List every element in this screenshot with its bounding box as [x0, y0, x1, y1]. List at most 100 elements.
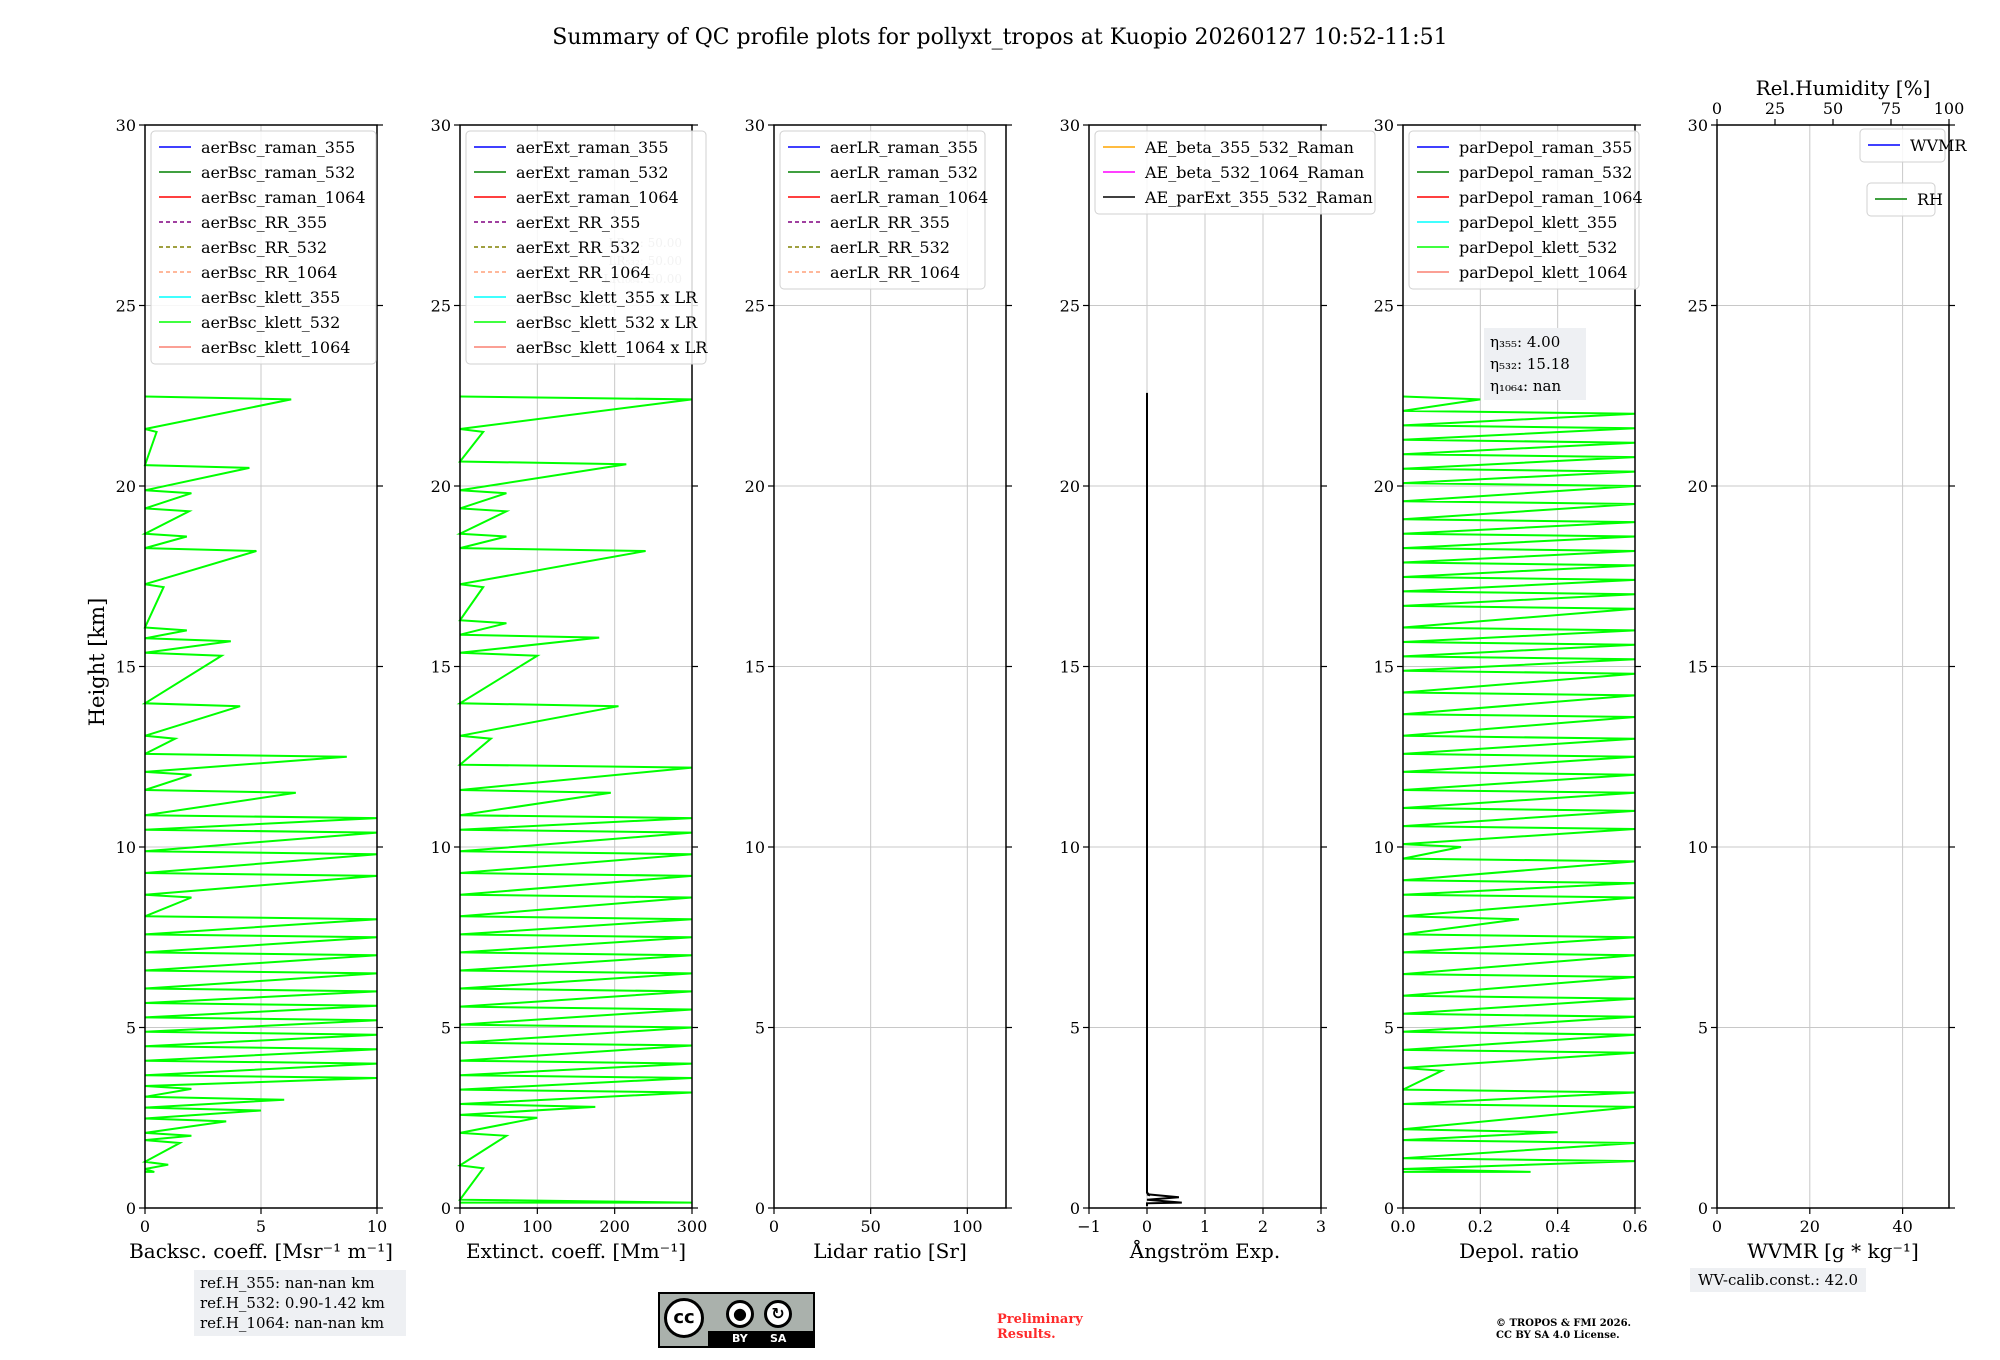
panel-lidar-ratio: 0 50 100 0 5 10 15 20 25 30 Lidar ratio [Sr] aerLR_…: [745, 116, 1012, 1263]
panel-backscatter: 0 5 10 0 5 10 15 20 25 30 Backsc. coeff. [Msr⁻¹ m⁻…: [116, 116, 393, 1263]
x-axis-label: Depol. ratio: [1459, 1239, 1579, 1263]
top-x-tick-label: 0: [1712, 99, 1722, 118]
legend-label: aerExt_RR_1064: [516, 263, 651, 282]
legend: AE_beta_355_532_Raman AE_beta_532_1064_Ra…: [1094, 130, 1376, 215]
x-tick-label: 3: [1316, 1217, 1326, 1236]
legend-label: aerLR_raman_532: [830, 163, 978, 182]
x-tick-label: 100: [952, 1217, 983, 1236]
x-tick-label: 100: [522, 1217, 553, 1236]
y-tick-label: 15: [1060, 658, 1080, 677]
legend-label: aerLR_RR_1064: [830, 263, 960, 282]
legend-box: [1094, 130, 1376, 215]
y-tick-label: 0: [1070, 1199, 1080, 1218]
cc-sa-label: SA: [770, 1332, 787, 1345]
x-axis-label: WVMR [g * kg⁻¹]: [1747, 1239, 1919, 1263]
series-line: [456, 395, 693, 1204]
cc-icon: cc: [664, 1298, 704, 1338]
legend-label: aerExt_raman_1064: [516, 188, 679, 207]
cc-license-badge: cc ● ↻ BY SA: [658, 1292, 815, 1348]
legend-label: aerBsc_klett_532 x LR: [516, 313, 698, 332]
legend-label: parDepol_raman_532: [1459, 163, 1632, 182]
y-tick-label: 15: [431, 658, 451, 677]
copyright-line-1: © TROPOS & FMI 2026.: [1496, 1318, 1632, 1329]
y-tick-label: 0: [755, 1199, 765, 1218]
panel-extinction: 0 100 200 300 0 5 10 15 20 25 30 Extinct. coeff. [M…: [431, 116, 709, 1263]
legend-label: aerBsc_raman_1064: [201, 188, 366, 207]
x-axis-label: Extinct. coeff. [Mm⁻¹]: [466, 1239, 686, 1263]
y-tick-label: 10: [1688, 838, 1708, 857]
copyright-notice: © TROPOS & FMI 2026. CC BY SA 4.0 Licens…: [1496, 1318, 1631, 1342]
legend-label: AE_beta_532_1064_Raman: [1144, 163, 1364, 182]
top-x-tick-label: 100: [1934, 99, 1965, 118]
x-tick-label: 0: [1142, 1217, 1152, 1236]
legend-label: aerExt_RR_532: [516, 238, 640, 257]
legend-rh: RH: [1866, 182, 1943, 217]
y-tick-label: 5: [441, 1019, 451, 1038]
legend-label: aerBsc_RR_355: [201, 213, 327, 232]
panel-wvmr: 0 20 40 0 5 10 15 20 25 30 WVMR [g * kg⁻¹] 0 25 50 75 1…: [1688, 76, 1968, 1263]
legend-label: aerExt_RR_355: [516, 213, 640, 232]
y-tick-label: 20: [1688, 477, 1708, 496]
x-tick-label: 0: [140, 1217, 150, 1236]
x-axis-label: Lidar ratio [Sr]: [813, 1239, 967, 1263]
legend: parDepol_raman_355 parDepol_raman_532 parD…: [1408, 130, 1643, 290]
legend-box: [465, 130, 707, 365]
legend-label: aerBsc_raman_355: [201, 138, 355, 157]
legend-box: [150, 130, 377, 365]
legend-label: AE_parExt_355_532_Raman: [1144, 188, 1373, 207]
legend-label: aerExt_raman_532: [516, 163, 669, 182]
legend-label: aerBsc_klett_1064: [201, 338, 350, 357]
x-tick-label: 1: [1200, 1217, 1210, 1236]
y-tick-label: 10: [431, 838, 451, 857]
x-axis-label: Backsc. coeff. [Msr⁻¹ m⁻¹]: [129, 1239, 393, 1263]
y-tick-label: 20: [431, 477, 451, 496]
y-tick-label: 5: [1070, 1019, 1080, 1038]
x-tick-label: 0.2: [1468, 1217, 1493, 1236]
x-tick-label: 40: [1892, 1217, 1912, 1236]
x-tick-label: 0: [455, 1217, 465, 1236]
y-tick-label: 0: [126, 1199, 136, 1218]
y-tick-label: 5: [755, 1019, 765, 1038]
series-line: [1402, 395, 1636, 1173]
legend-label: aerBsc_RR_532: [201, 238, 327, 257]
y-tick-label: 25: [745, 297, 765, 316]
eta-532: η₅₃₂: 15.18: [1490, 355, 1570, 373]
y-tick-label: 10: [116, 838, 136, 857]
x-tick-label: 10: [367, 1217, 387, 1236]
preliminary-results-label: Preliminary Results.: [997, 1312, 1083, 1342]
legend-label: parDepol_raman_355: [1459, 138, 1632, 157]
x-tick-label: 5: [256, 1217, 266, 1236]
y-tick-label: 20: [1374, 477, 1394, 496]
ref-height-1064: ref.H_1064: nan-nan km: [200, 1314, 385, 1332]
legend: aerBsc_raman_355 aerBsc_raman_532 aerBsc_r…: [150, 130, 377, 365]
legend-label: WVMR: [1910, 136, 1967, 155]
ref-height-532: ref.H_532: 0.90-1.42 km: [200, 1294, 385, 1312]
legend-label: aerBsc_klett_355 x LR: [516, 288, 698, 307]
top-x-axis-label: Rel.Humidity [%]: [1756, 76, 1931, 100]
figure-title: Summary of QC profile plots for pollyxt_…: [552, 25, 1447, 50]
x-tick-label: 0.6: [1622, 1217, 1647, 1236]
share-alike-icon: ↻: [764, 1300, 792, 1328]
top-x-tick-label: 75: [1881, 99, 1901, 118]
series-line: [1146, 392, 1182, 1207]
legend-label: aerBsc_RR_1064: [201, 263, 337, 282]
eta-1064: η₁₀₆₄: nan: [1490, 377, 1562, 395]
y-axis-label: Height [km]: [85, 598, 109, 727]
cc-band: BY SA: [708, 1331, 813, 1346]
y-tick-label: 30: [1060, 116, 1080, 135]
y-tick-label: 15: [745, 658, 765, 677]
legend-label: aerBsc_raman_532: [201, 163, 355, 182]
x-tick-label: 0: [1712, 1217, 1722, 1236]
y-tick-label: 15: [1688, 658, 1708, 677]
y-tick-label: 15: [116, 658, 136, 677]
legend-label: parDepol_raman_1064: [1459, 188, 1643, 207]
x-tick-label: 300: [677, 1217, 708, 1236]
legend-label: RH: [1917, 190, 1943, 209]
y-tick-label: 0: [1698, 1199, 1708, 1218]
y-tick-label: 20: [1060, 477, 1080, 496]
y-tick-label: 25: [1688, 297, 1708, 316]
cc-by-label: BY: [732, 1332, 748, 1345]
y-tick-label: 25: [1060, 297, 1080, 316]
